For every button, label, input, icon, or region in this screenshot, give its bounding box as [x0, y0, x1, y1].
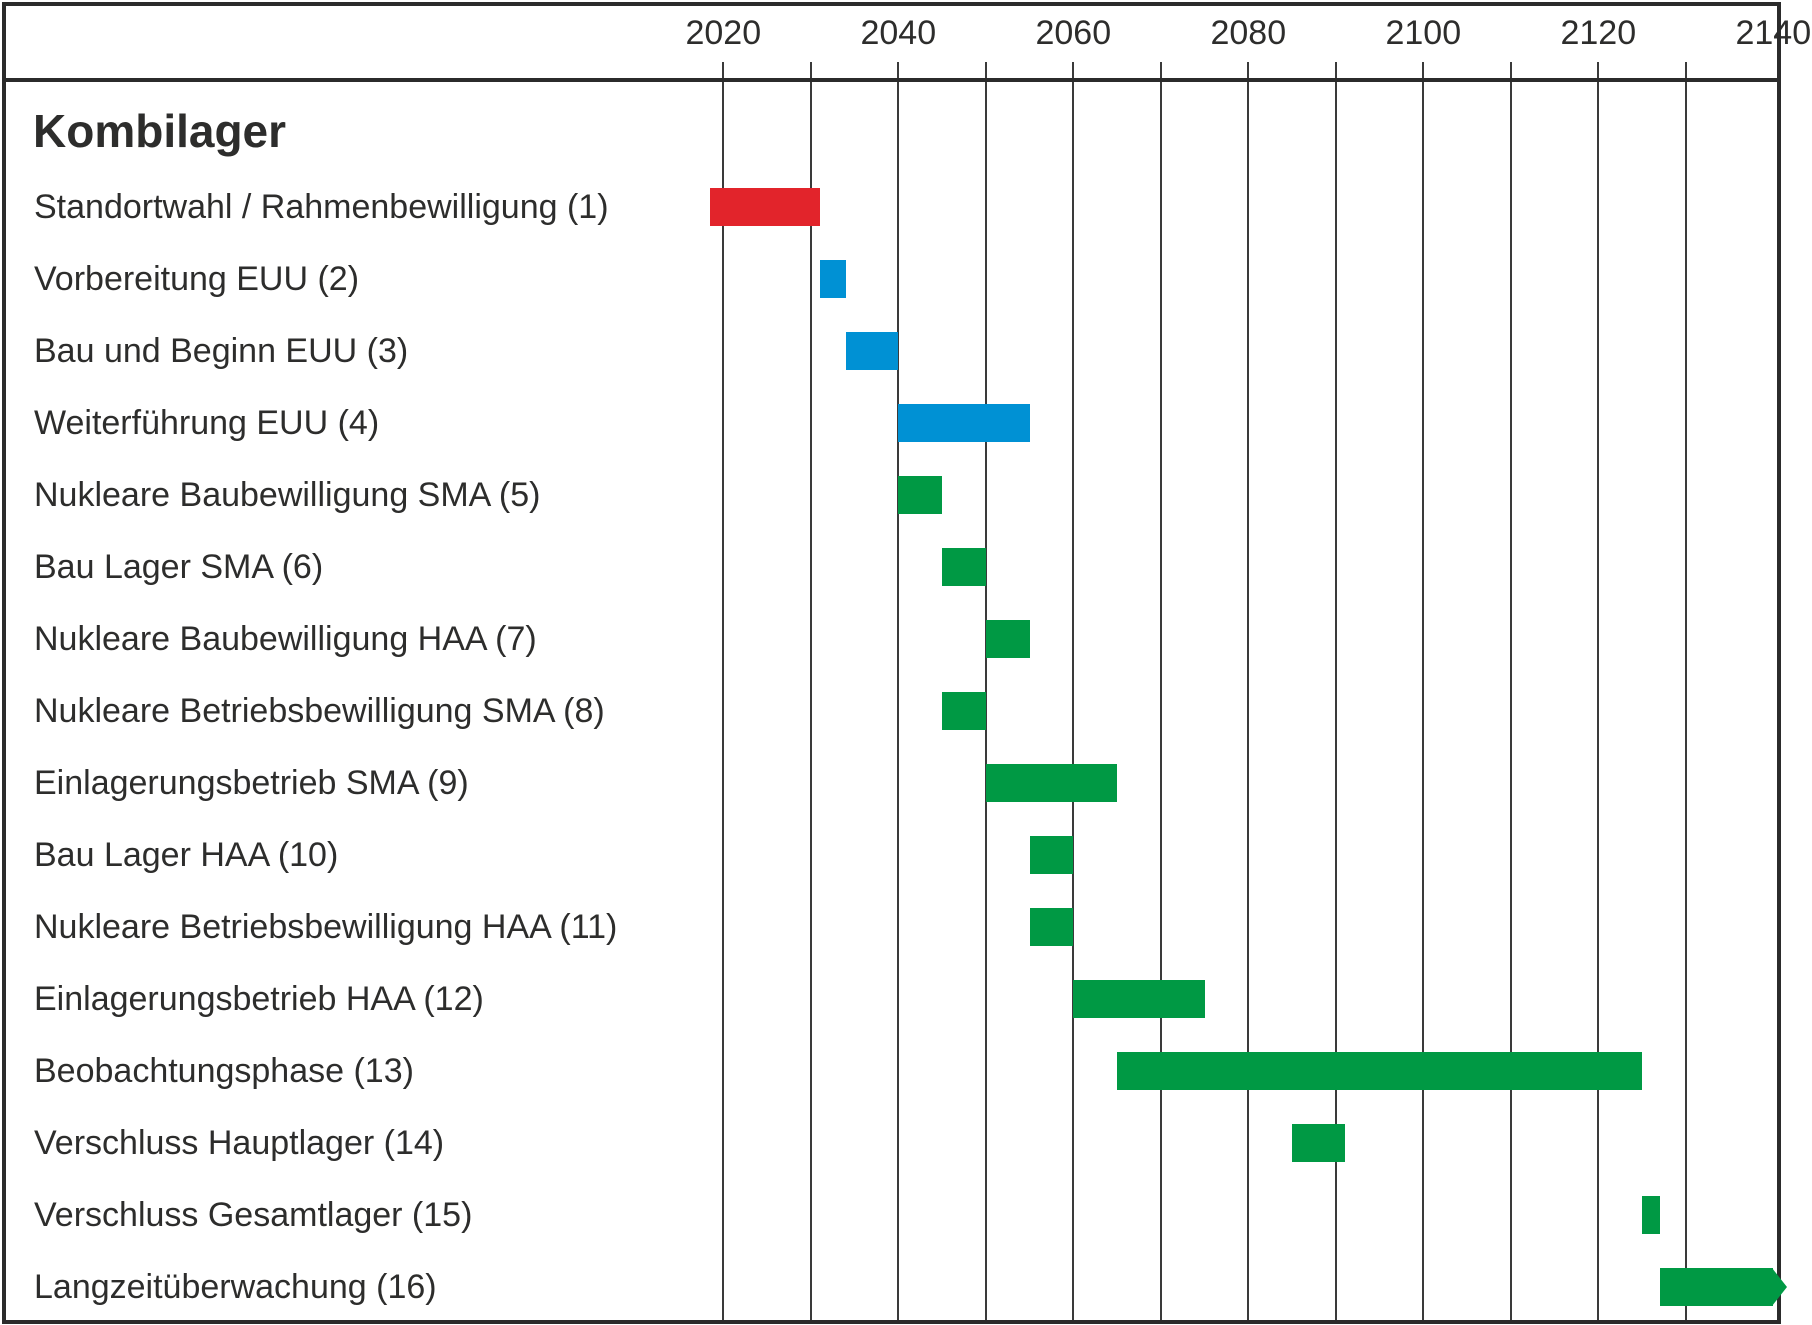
task-label-5: Nukleare Baubewilligung SMA (5)	[34, 475, 541, 514]
task-bar-16	[1659, 1267, 1774, 1306]
axis-tick-2060	[1072, 62, 1075, 80]
gridline-2040	[897, 82, 900, 1320]
task-bar-11	[1029, 907, 1074, 946]
task-label-12: Einlagerungsbetrieb HAA (12)	[34, 979, 484, 1018]
frame-bottom	[2, 1320, 1781, 1324]
task-label-3: Bau und Beginn EUU (3)	[34, 331, 409, 370]
task-bar-6	[942, 547, 986, 586]
year-label-2100: 2100	[1385, 14, 1462, 52]
task-bar-3	[845, 331, 899, 370]
axis-tick-2030	[809, 62, 812, 80]
task-bar-8	[942, 691, 986, 730]
axis-tick-2070	[1159, 62, 1162, 80]
chart-title: Kombilager	[33, 105, 287, 157]
year-label-2080: 2080	[1210, 14, 1287, 52]
gridline-2080	[1247, 82, 1250, 1320]
task-bar-arrow-16	[1772, 1267, 1788, 1306]
axis-tick-2040	[897, 62, 900, 80]
task-label-4: Weiterführung EUU (4)	[34, 403, 380, 442]
task-bar-14	[1292, 1123, 1345, 1162]
year-label-2140: 2140	[1735, 14, 1812, 52]
gridline-2130	[1684, 82, 1687, 1320]
task-label-1: Standortwahl / Rahmenbewilligung (1)	[34, 187, 609, 226]
task-bar-10	[1029, 835, 1074, 874]
task-bar-12	[1073, 979, 1205, 1018]
task-bar-15	[1642, 1195, 1660, 1234]
task-bar-2	[819, 259, 846, 298]
gridline-2110	[1509, 82, 1512, 1320]
gridline-2090	[1334, 82, 1337, 1320]
task-label-11: Nukleare Betriebsbewilligung HAA (11)	[34, 907, 618, 946]
year-label-2020: 2020	[685, 14, 762, 52]
year-label-2040: 2040	[860, 14, 937, 52]
task-label-6: Bau Lager SMA (6)	[34, 547, 324, 586]
gridline-2020	[722, 82, 725, 1320]
axis-tick-2050	[984, 62, 987, 80]
header-separator	[2, 78, 1781, 82]
gridline-2070	[1159, 82, 1162, 1320]
year-label-2120: 2120	[1560, 14, 1637, 52]
task-label-8: Nukleare Betriebsbewilligung SMA (8)	[34, 691, 605, 730]
task-label-2: Vorbereitung EUU (2)	[34, 259, 360, 298]
axis-tick-2120	[1597, 62, 1600, 80]
task-label-16: Langzeitüberwachung (16)	[34, 1267, 437, 1306]
axis-tick-2020	[722, 62, 725, 80]
axis-tick-2110	[1509, 62, 1512, 80]
task-label-9: Einlagerungsbetrieb SMA (9)	[34, 763, 469, 802]
gridline-2100	[1422, 82, 1425, 1320]
task-label-15: Verschluss Gesamtlager (15)	[34, 1195, 473, 1234]
year-label-2060: 2060	[1035, 14, 1112, 52]
task-bar-13	[1117, 1051, 1643, 1090]
axis-tick-2100	[1422, 62, 1425, 80]
task-bar-1	[710, 187, 820, 226]
task-label-10: Bau Lager HAA (10)	[34, 835, 339, 874]
task-label-13: Beobachtungsphase (13)	[34, 1051, 414, 1090]
gridline-2030	[809, 82, 812, 1320]
axis-tick-2080	[1247, 62, 1250, 80]
axis-tick-2130	[1684, 62, 1687, 80]
task-bar-9	[985, 763, 1118, 802]
task-label-7: Nukleare Baubewilligung HAA (7)	[34, 619, 537, 658]
frame-left	[2, 2, 6, 1324]
task-bar-4	[898, 403, 1030, 442]
task-label-14: Verschluss Hauptlager (14)	[34, 1123, 445, 1162]
task-bar-5	[898, 475, 943, 514]
gridline-2120	[1597, 82, 1600, 1320]
task-bar-7	[985, 619, 1030, 658]
frame-top	[2, 2, 1781, 6]
gridline-2050	[984, 82, 987, 1320]
frame-right	[1777, 2, 1781, 1324]
gridline-2060	[1072, 82, 1075, 1320]
axis-tick-2090	[1334, 62, 1337, 80]
